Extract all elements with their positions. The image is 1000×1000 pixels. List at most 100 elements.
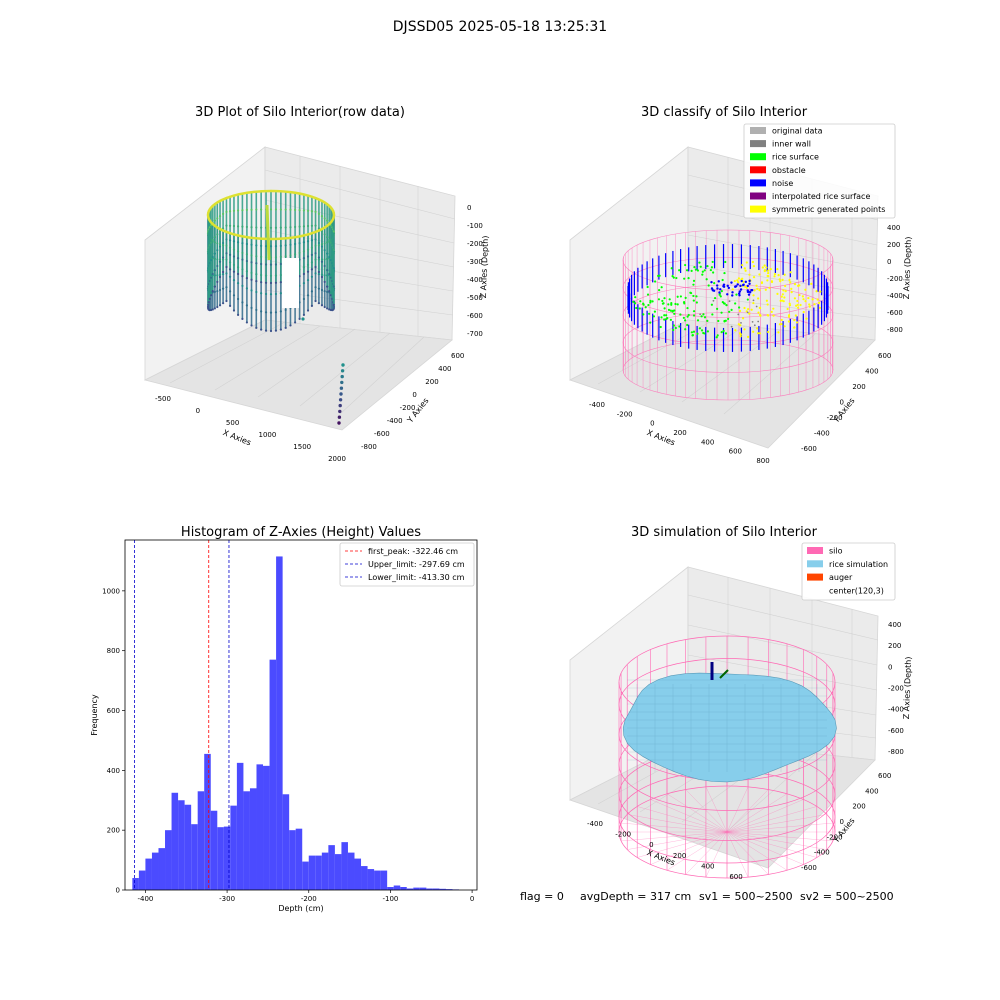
raw-point — [274, 263, 278, 266]
symmetric-point — [743, 306, 746, 310]
panel2-z-tick-1: 200 — [887, 241, 900, 249]
rice-surface-point — [720, 290, 723, 293]
panel4-legend-label-2: auger — [829, 573, 853, 582]
raw-point — [328, 272, 331, 276]
rice-surface-point — [711, 313, 714, 316]
histogram-x-tick-4: 0 — [470, 895, 474, 903]
raw-point — [228, 304, 232, 307]
rice-surface-point — [652, 315, 656, 318]
panel2-classified-cloud — [622, 229, 834, 401]
rice-surface-point — [674, 326, 677, 330]
raw-point — [306, 240, 310, 243]
symmetric-point — [802, 310, 805, 314]
raw-point — [211, 238, 214, 242]
symmetric-point — [778, 323, 782, 326]
raw-point — [264, 329, 268, 332]
raw-point — [221, 273, 225, 276]
rice-surface-point — [674, 302, 677, 306]
raw-point — [314, 299, 317, 303]
panel1-x-tick-2: 500 — [226, 419, 239, 427]
histogram-legend: first_peak: -322.46 cm Upper_limit: -297.… — [339, 542, 475, 587]
rice-surface-point — [683, 277, 686, 280]
silo-floor-spoke — [726, 831, 769, 875]
raw-point — [250, 278, 253, 281]
rice-surface-point — [682, 301, 686, 304]
rice-surface-point — [706, 319, 709, 322]
rice-surface-point — [669, 318, 672, 321]
raw-point — [326, 269, 329, 272]
histogram-x-label: Depth (cm) — [278, 904, 323, 913]
raw-point — [323, 289, 326, 293]
rice-surface-point — [734, 302, 737, 305]
raw-point — [218, 215, 222, 218]
raw-point — [211, 289, 214, 293]
raw-point — [310, 253, 314, 256]
rice-surface-point — [721, 301, 724, 304]
symmetric-point — [741, 277, 744, 280]
raw-outlier-point — [340, 369, 345, 373]
symmetric-point — [756, 287, 759, 290]
raw-point — [216, 249, 219, 252]
raw-point — [328, 255, 331, 259]
silo-floor-spoke — [650, 799, 728, 833]
silo-floor-spoke — [685, 831, 728, 875]
symmetric-point — [793, 318, 796, 322]
noise-point — [742, 283, 745, 286]
rice-surface-point — [646, 293, 650, 296]
raw-point — [218, 288, 222, 292]
histogram-bar — [138, 870, 146, 890]
rice-surface-point — [692, 279, 696, 282]
raw-point — [241, 301, 244, 304]
symmetric-point — [741, 263, 744, 267]
panel4-z-tick-3: -200 — [888, 685, 904, 693]
raw-point — [317, 302, 321, 305]
raw-point — [269, 281, 273, 285]
raw-point — [260, 281, 263, 284]
symmetric-point — [810, 282, 813, 285]
raw-point — [302, 282, 306, 285]
raw-point — [245, 321, 248, 324]
raw-point — [250, 243, 253, 246]
raw-point — [284, 226, 287, 229]
raw-point — [221, 241, 225, 245]
histogram-bar — [197, 791, 205, 890]
raw-point — [302, 297, 306, 301]
noise-point — [717, 280, 720, 283]
raw-point — [221, 212, 225, 216]
symmetric-point — [811, 298, 814, 301]
raw-point — [241, 275, 244, 278]
symmetric-point — [784, 290, 787, 293]
rice-surface-point — [698, 327, 702, 330]
panel3-title: Histogram of Z-Axies (Height) Values — [181, 525, 421, 540]
raw-point — [298, 301, 301, 304]
raw-rim — [206, 189, 336, 241]
rice-surface-point — [638, 307, 641, 310]
histogram-bar — [367, 869, 375, 890]
panel2-x-tick-5: 600 — [729, 448, 742, 456]
symmetric-point — [767, 275, 770, 278]
raw-point — [298, 225, 301, 228]
histogram-bar — [151, 852, 159, 890]
histogram-y-tick-3: 600 — [107, 707, 120, 715]
rice-surface-point — [706, 330, 709, 333]
panel2-z-tick-5: -600 — [887, 309, 903, 317]
raw-point — [302, 225, 306, 228]
symmetric-point — [804, 300, 807, 303]
rice-surface-point — [715, 336, 718, 339]
panel1-z-tick-7: -700 — [467, 330, 483, 338]
raw-point — [232, 255, 236, 258]
silo-floor-spoke — [726, 814, 827, 833]
raw-point — [320, 288, 324, 292]
histogram-y-tick-4: 800 — [107, 647, 120, 655]
rice-surface-point — [649, 321, 652, 324]
rice-surface-point — [686, 323, 689, 327]
panel1-x-ticks: -500 0 500 1000 1500 2000 — [155, 395, 346, 463]
histogram-x-tick-2: -200 — [301, 895, 317, 903]
panel4-legend-swatch-0 — [807, 547, 823, 554]
rice-surface-point — [720, 311, 723, 314]
histogram-bar — [249, 788, 257, 890]
raw-point — [289, 324, 292, 327]
histogram-bar — [204, 753, 211, 890]
raw-point — [208, 297, 211, 300]
silo-floor-spoke — [726, 789, 769, 833]
